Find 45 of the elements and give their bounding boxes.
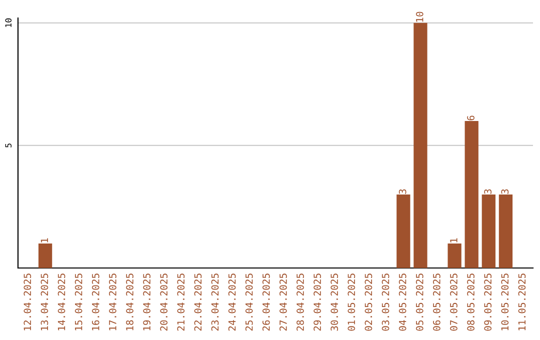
x-tick-label: 06.05.2025 — [432, 274, 440, 331]
data-label: 10 — [416, 12, 424, 22]
x-tick-label: 27.04.2025 — [280, 274, 287, 331]
x-tick-label: 14.04.2025 — [58, 274, 66, 330]
bar — [448, 243, 462, 268]
x-tick-label: 30.04.2025 — [330, 274, 338, 331]
bar — [464, 120, 478, 268]
x-tick-label: 20.04.2025 — [160, 274, 168, 331]
x-tick-label: 25.04.2025 — [245, 274, 253, 331]
data-label: 3 — [398, 189, 406, 194]
bar — [482, 194, 496, 268]
x-tick-label: 03.05.2025 — [382, 274, 390, 331]
x-tick-label: 26.04.2025 — [262, 274, 270, 331]
x-tick-label: 11.05.2025 — [518, 274, 526, 330]
x-tick-label: 04.05.2025 — [398, 274, 406, 331]
x-tick-label: 18.04.2025 — [126, 274, 134, 330]
x-tick-label: 07.05.2025 — [450, 274, 458, 331]
x-tick-label: 22.04.2025 — [194, 274, 202, 331]
data-label: 3 — [484, 189, 492, 194]
x-tick-label: 08.05.2025 — [467, 274, 474, 331]
x-tick-label: 13.04.2025 — [40, 274, 48, 330]
bar — [396, 194, 410, 268]
bar — [414, 22, 428, 268]
x-tick-label: 05.05.2025 — [416, 274, 424, 331]
x-tick-label: 16.04.2025 — [92, 274, 100, 330]
x-tick-label: 12.04.2025 — [24, 274, 32, 330]
x-tick-label: 01.05.2025 — [348, 274, 356, 331]
x-tick-label: 17.04.2025 — [108, 274, 116, 330]
bar — [498, 194, 513, 268]
data-label: 1 — [40, 238, 48, 242]
bar — [38, 243, 52, 268]
x-tick-label: 21.04.2025 — [177, 274, 185, 331]
x-tick-label: 29.04.2025 — [314, 274, 321, 331]
x-tick-label: 19.04.2025 — [143, 274, 150, 330]
x-tick-label: 15.04.2025 — [74, 274, 82, 330]
x-tick-label: 24.04.2025 — [228, 274, 236, 331]
data-label: 6 — [467, 116, 474, 120]
x-tick-label: 28.04.2025 — [296, 274, 304, 331]
y-tick-label: 5 — [5, 144, 12, 148]
x-tick-label: 10.05.2025 — [501, 274, 509, 330]
x-tick-label: 23.04.2025 — [211, 274, 219, 331]
data-label: 1 — [450, 238, 458, 242]
x-tick-label: 09.05.2025 — [484, 274, 492, 331]
data-label: 3 — [501, 189, 509, 194]
x-tick-label: 02.05.2025 — [364, 274, 372, 331]
